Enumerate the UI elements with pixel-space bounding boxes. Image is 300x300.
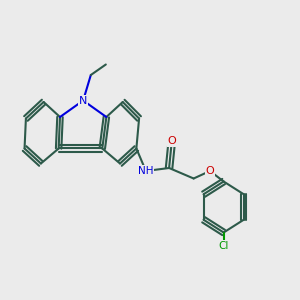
Text: O: O: [167, 136, 176, 146]
Text: NH: NH: [138, 166, 154, 176]
Text: N: N: [79, 95, 87, 106]
Text: Cl: Cl: [218, 241, 229, 251]
Text: O: O: [206, 166, 214, 176]
